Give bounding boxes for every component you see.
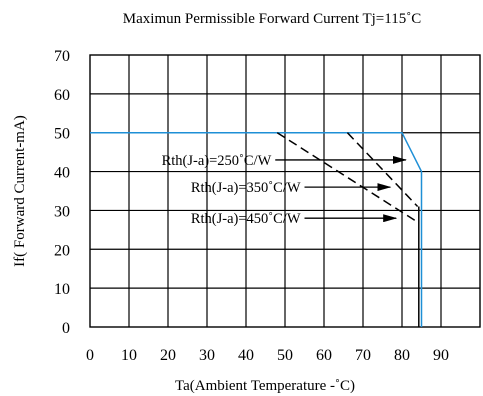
- x-axis-label: Ta(Ambient Temperature -˚C): [175, 378, 355, 394]
- annotation-label: Rth(J-a)=250˚C/W: [162, 153, 272, 169]
- y-tick-label: 70: [54, 48, 70, 65]
- x-tick-label: 0: [86, 347, 94, 364]
- x-tick-label: 30: [199, 347, 215, 364]
- series-line-3: [276, 132, 419, 223]
- y-tick-label: 60: [54, 87, 70, 104]
- x-tick-label: 70: [355, 347, 371, 364]
- y-tick-label: 30: [54, 203, 70, 220]
- y-tick-label: 20: [54, 242, 70, 259]
- annotations: Rth(J-a)=250˚C/W Rth(J-a)=350˚C/W Rth(J-a)…: [162, 153, 407, 227]
- x-tick-label: 40: [238, 347, 254, 364]
- annotation-label: Rth(J-a)=350˚C/W: [191, 180, 301, 196]
- x-tick-label: 20: [160, 347, 176, 364]
- x-tick-label: 60: [316, 347, 332, 364]
- annotation-label: Rth(J-a)=450˚C/W: [191, 211, 301, 227]
- x-tick-label: 50: [277, 347, 293, 364]
- y-tick-label: 0: [62, 320, 70, 337]
- y-tick-label: 50: [54, 126, 70, 143]
- chart-title: Maximun Permissible Forward Current Tj=1…: [123, 11, 421, 27]
- x-tick-label: 10: [121, 347, 137, 364]
- x-tick-label: 90: [433, 347, 449, 364]
- grid: [89, 54, 481, 328]
- series-line-1: [90, 131, 423, 327]
- x-tick-label: 80: [394, 347, 410, 364]
- series-line-2: [346, 132, 419, 208]
- series-lines: [90, 131, 423, 327]
- y-axis-label: If( Forward Current-mA): [12, 115, 28, 267]
- y-tick-label: 40: [54, 165, 70, 182]
- tick-labels: 0 10 20 30 40 50 60 70 80 90 0 10 20 30 40 50 60 70: [54, 48, 449, 364]
- y-tick-label: 10: [54, 281, 70, 298]
